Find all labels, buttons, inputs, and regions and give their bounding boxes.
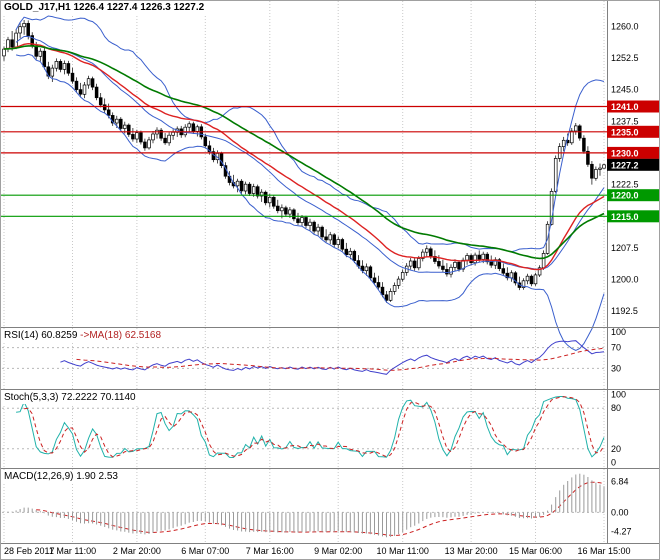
stoch-label: Stoch(5,3,3) 72.2222 70.1140 bbox=[4, 392, 136, 403]
rsi-ma-label: ->MA(18) 62.5168 bbox=[80, 330, 162, 341]
price-tags: 1241.0 1235.0 1230.0 1220.0 1215.0 1227.2 bbox=[607, 100, 659, 223]
bollinger-lower-line bbox=[15, 53, 605, 352]
macd-panel bbox=[2, 481, 606, 536]
svg-text:1237.5: 1237.5 bbox=[611, 116, 639, 126]
svg-text:1230.0: 1230.0 bbox=[611, 148, 639, 158]
time-label: 15 Mar 06:00 bbox=[509, 546, 562, 556]
svg-text:1227.2: 1227.2 bbox=[611, 160, 639, 170]
svg-text:1220.0: 1220.0 bbox=[611, 191, 639, 201]
svg-text:1215.0: 1215.0 bbox=[611, 212, 639, 222]
candles-layer bbox=[2, 20, 606, 303]
ohlc-values: 1226.4 1227.4 1226.3 1227.2 bbox=[73, 2, 205, 13]
chart-title: GOLD_J17,H1 1226.4 1227.4 1226.3 1227.2 bbox=[2, 1, 207, 14]
macd-signal-line bbox=[36, 481, 605, 536]
time-label: 2 Mar 20:00 bbox=[113, 546, 161, 556]
macd-label: MACD(12,26,9) 1.90 2.53 bbox=[4, 471, 118, 482]
svg-text:1241.0: 1241.0 bbox=[611, 102, 639, 112]
svg-text:100: 100 bbox=[611, 327, 626, 337]
svg-text:30: 30 bbox=[611, 363, 621, 373]
svg-text:1260.0: 1260.0 bbox=[611, 21, 639, 31]
svg-text:0.00: 0.00 bbox=[611, 507, 629, 517]
svg-text:1207.5: 1207.5 bbox=[611, 243, 639, 253]
stoch-panel-label: Stoch(5,3,3) 72.2222 70.1140 bbox=[2, 391, 138, 404]
price-axis[interactable]: 1260.0 1252.5 1245.0 1237.5 1230.0 1222.5 1215… bbox=[611, 21, 639, 536]
symbol-label: GOLD_J17,H1 bbox=[4, 2, 71, 13]
svg-text:1235.0: 1235.0 bbox=[611, 127, 639, 137]
rsi-panel bbox=[2, 340, 606, 375]
stoch-panel bbox=[2, 396, 606, 459]
price-tag-1235.0 bbox=[607, 125, 659, 138]
time-label: 6 Mar 07:00 bbox=[181, 546, 229, 556]
ma-fast-line bbox=[3, 42, 605, 271]
time-label: 10 Mar 11:00 bbox=[377, 546, 429, 556]
svg-text:100: 100 bbox=[611, 390, 626, 400]
price-tag-1227.2 bbox=[607, 158, 659, 171]
rsi-panel-label: RSI(14) 60.8259 ->MA(18) 62.5168 bbox=[2, 329, 164, 342]
stoch-k-line bbox=[16, 396, 605, 459]
svg-text:1222.5: 1222.5 bbox=[611, 180, 639, 190]
svg-text:80: 80 bbox=[611, 403, 621, 413]
svg-text:1252.5: 1252.5 bbox=[611, 53, 639, 63]
rsi-label: RSI(14) 60.8259 bbox=[4, 330, 78, 341]
ma-slow-line bbox=[3, 45, 605, 260]
price-tag-1230.0 bbox=[607, 146, 659, 159]
macd-panel-label: MACD(12,26,9) 1.90 2.53 bbox=[2, 470, 120, 483]
macd-histogram bbox=[7, 473, 605, 538]
svg-text:6.84: 6.84 bbox=[611, 476, 629, 486]
price-tag-1220.0 bbox=[607, 189, 659, 202]
price-tag-1215.0 bbox=[607, 210, 659, 223]
svg-text:-4.27: -4.27 bbox=[611, 527, 632, 537]
bollinger-middle-line bbox=[15, 35, 605, 274]
time-label: 1 Mar 11:00 bbox=[49, 546, 96, 556]
rsi-ma-line bbox=[76, 347, 605, 371]
price-tag-1241.0 bbox=[607, 100, 659, 113]
horizontal-lines-layer bbox=[0, 105, 607, 217]
time-grid-layer bbox=[3, 1, 605, 543]
svg-text:70: 70 bbox=[611, 343, 621, 353]
svg-text:0: 0 bbox=[611, 457, 616, 467]
time-label: 13 Mar 20:00 bbox=[445, 546, 498, 556]
time-label: 7 Mar 16:00 bbox=[246, 546, 294, 556]
overlay-lines-layer bbox=[3, 15, 605, 352]
time-label: 9 Mar 02:00 bbox=[314, 546, 362, 556]
svg-text:20: 20 bbox=[611, 444, 621, 454]
rsi-line bbox=[60, 340, 605, 375]
svg-text:1200.0: 1200.0 bbox=[611, 275, 639, 285]
svg-text:1192.5: 1192.5 bbox=[611, 306, 638, 316]
svg-text:1245.0: 1245.0 bbox=[611, 85, 639, 95]
time-label: 16 Mar 15:00 bbox=[577, 546, 630, 556]
time-label: 28 Feb 2017 bbox=[4, 546, 55, 556]
